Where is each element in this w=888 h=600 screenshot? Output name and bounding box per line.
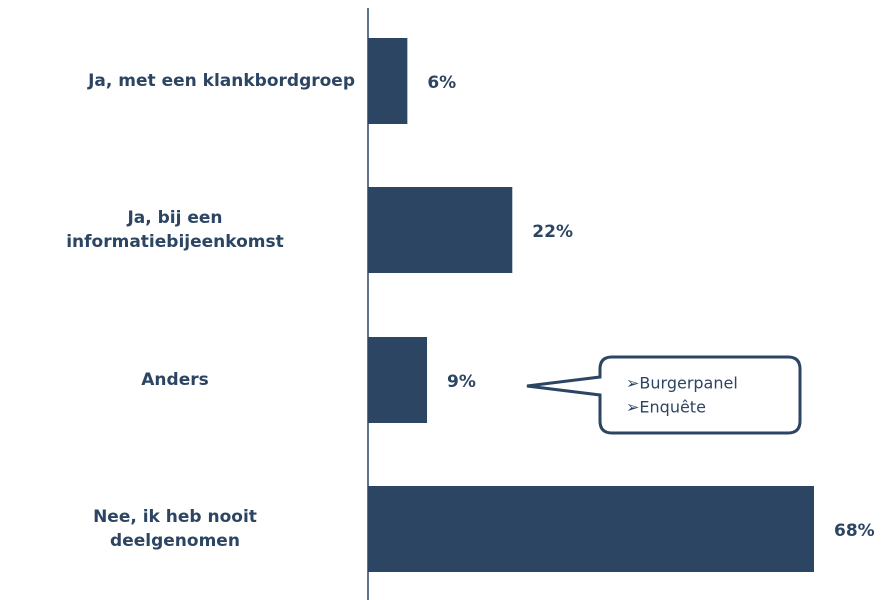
category-label: Anders — [141, 370, 209, 390]
value-label: 68% — [834, 521, 875, 541]
bar — [368, 486, 814, 572]
bar — [368, 337, 428, 423]
category-label: Ja, met een klankbordgroep — [88, 71, 355, 91]
category-label: Ja, bij een informatiebijeenkomst — [66, 208, 284, 252]
value-label: 9% — [447, 372, 476, 392]
category-label: Nee, ik heb nooit deelgenomen — [93, 507, 257, 551]
callout-text: ➢Burgerpanel — [626, 374, 738, 393]
callout — [526, 355, 802, 435]
value-label: 6% — [427, 73, 456, 93]
bar — [368, 187, 513, 273]
callout-text: ➢Enquête — [626, 398, 706, 417]
value-label: 22% — [532, 222, 573, 242]
bar — [368, 38, 408, 124]
